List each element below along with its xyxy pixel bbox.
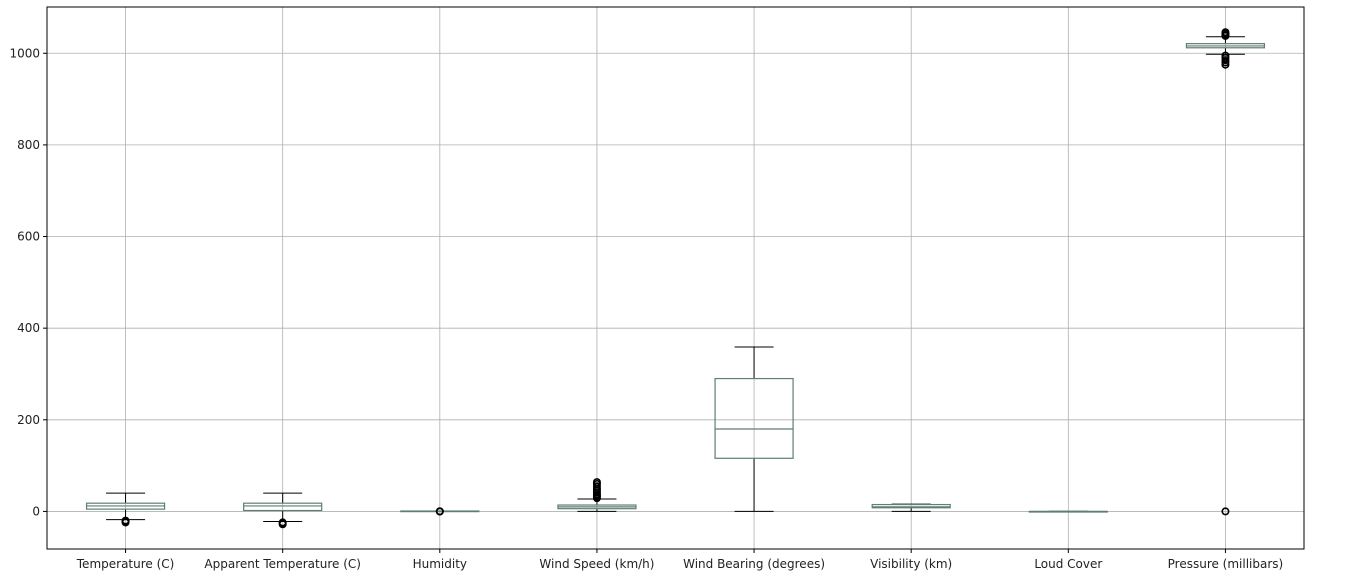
y-tick-label: 200 (17, 413, 40, 427)
box-series (85, 28, 1266, 529)
plot-area-frame (46, 6, 1305, 550)
x-tick-label: Wind Bearing (degrees) (683, 557, 825, 571)
y-axis: 0 200 400 600 800 1000 (9, 46, 47, 518)
box-6 (871, 503, 951, 512)
outlier-point (278, 520, 287, 529)
outlier-point (1221, 28, 1230, 37)
y-tick-label: 0 (32, 504, 40, 518)
box-iqr (243, 502, 323, 512)
x-tick-label: Visibility (km) (870, 557, 952, 571)
y-tick-label: 400 (17, 321, 40, 335)
grid-lines (47, 7, 1304, 549)
x-tick-label: Humidity (413, 557, 467, 571)
outlier-point (435, 507, 444, 516)
x-tick-label: Loud Cover (1034, 557, 1102, 571)
box-2 (243, 492, 323, 529)
outlier-point (592, 478, 601, 487)
box-iqr (871, 503, 951, 509)
x-axis: Temperature (C) Apparent Temperature (C) H… (76, 549, 1283, 571)
box-3 (400, 507, 480, 516)
y-tick-label: 1000 (9, 46, 40, 60)
outlier-point (1221, 507, 1230, 516)
y-tick-label: 600 (17, 230, 40, 244)
y-tick-label: 800 (17, 138, 40, 152)
x-tick-label: Apparent Temperature (C) (204, 557, 361, 571)
x-tick-label: Wind Speed (km/h) (539, 557, 654, 571)
outlier-point (121, 518, 130, 527)
box-iqr (714, 377, 794, 459)
box-8 (1185, 28, 1266, 516)
box-7 (1028, 510, 1108, 513)
outlier-point (1221, 51, 1230, 60)
x-tick-label: Temperature (C) (76, 557, 175, 571)
box-4 (557, 478, 637, 512)
box-1 (85, 492, 166, 527)
box-5 (714, 346, 794, 512)
x-tick-label: Pressure (millibars) (1168, 557, 1284, 571)
